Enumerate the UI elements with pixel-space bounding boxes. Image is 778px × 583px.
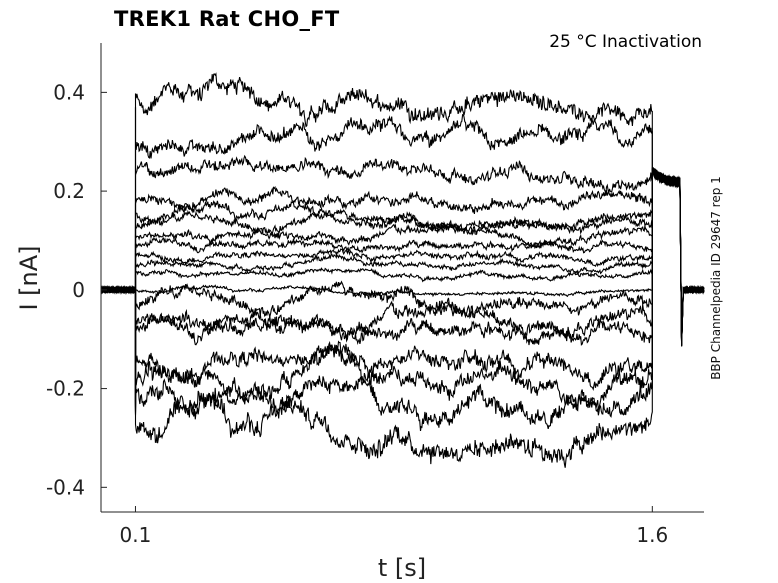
y-tick-label: -0.4 <box>46 475 85 499</box>
trace-line <box>100 168 704 468</box>
trace-line <box>100 170 705 405</box>
trace-line <box>100 167 705 411</box>
y-tick-label: 0.2 <box>53 179 85 203</box>
chart-title: TREK1 Rat CHO_FT <box>114 7 340 31</box>
x-tick-label: 1.6 <box>636 523 668 547</box>
chart-subtitle: 25 °C Inactivation <box>549 32 702 52</box>
x-axis-label: t [s] <box>378 554 426 582</box>
trace-line <box>100 169 705 412</box>
trace-line <box>100 169 705 414</box>
trace-line <box>100 72 705 346</box>
trace-line <box>100 167 705 406</box>
y-tick-label: 0 <box>72 278 85 302</box>
current-traces <box>100 72 705 468</box>
y-axis-label: I [nA] <box>15 245 43 310</box>
y-tick-label: 0.4 <box>53 80 85 104</box>
trace-line <box>100 169 705 407</box>
x-tick-label: 0.1 <box>120 523 152 547</box>
trace-line <box>100 168 705 413</box>
y-tick-label: -0.2 <box>46 377 85 401</box>
trace-line <box>100 167 705 411</box>
trace-line <box>100 168 705 408</box>
trace-line <box>100 107 705 344</box>
trace-line <box>100 168 705 404</box>
trace-line <box>100 171 705 416</box>
trace-line <box>100 167 705 431</box>
trace-line <box>100 169 705 409</box>
trace-line <box>100 107 705 347</box>
axes: 0.4 0.2 0 -0.2 -0.4 0.1 1.6 <box>46 43 704 547</box>
side-label: BBP Channelpedia ID 29647 rep 1 <box>709 176 723 380</box>
trace-line <box>100 169 705 410</box>
